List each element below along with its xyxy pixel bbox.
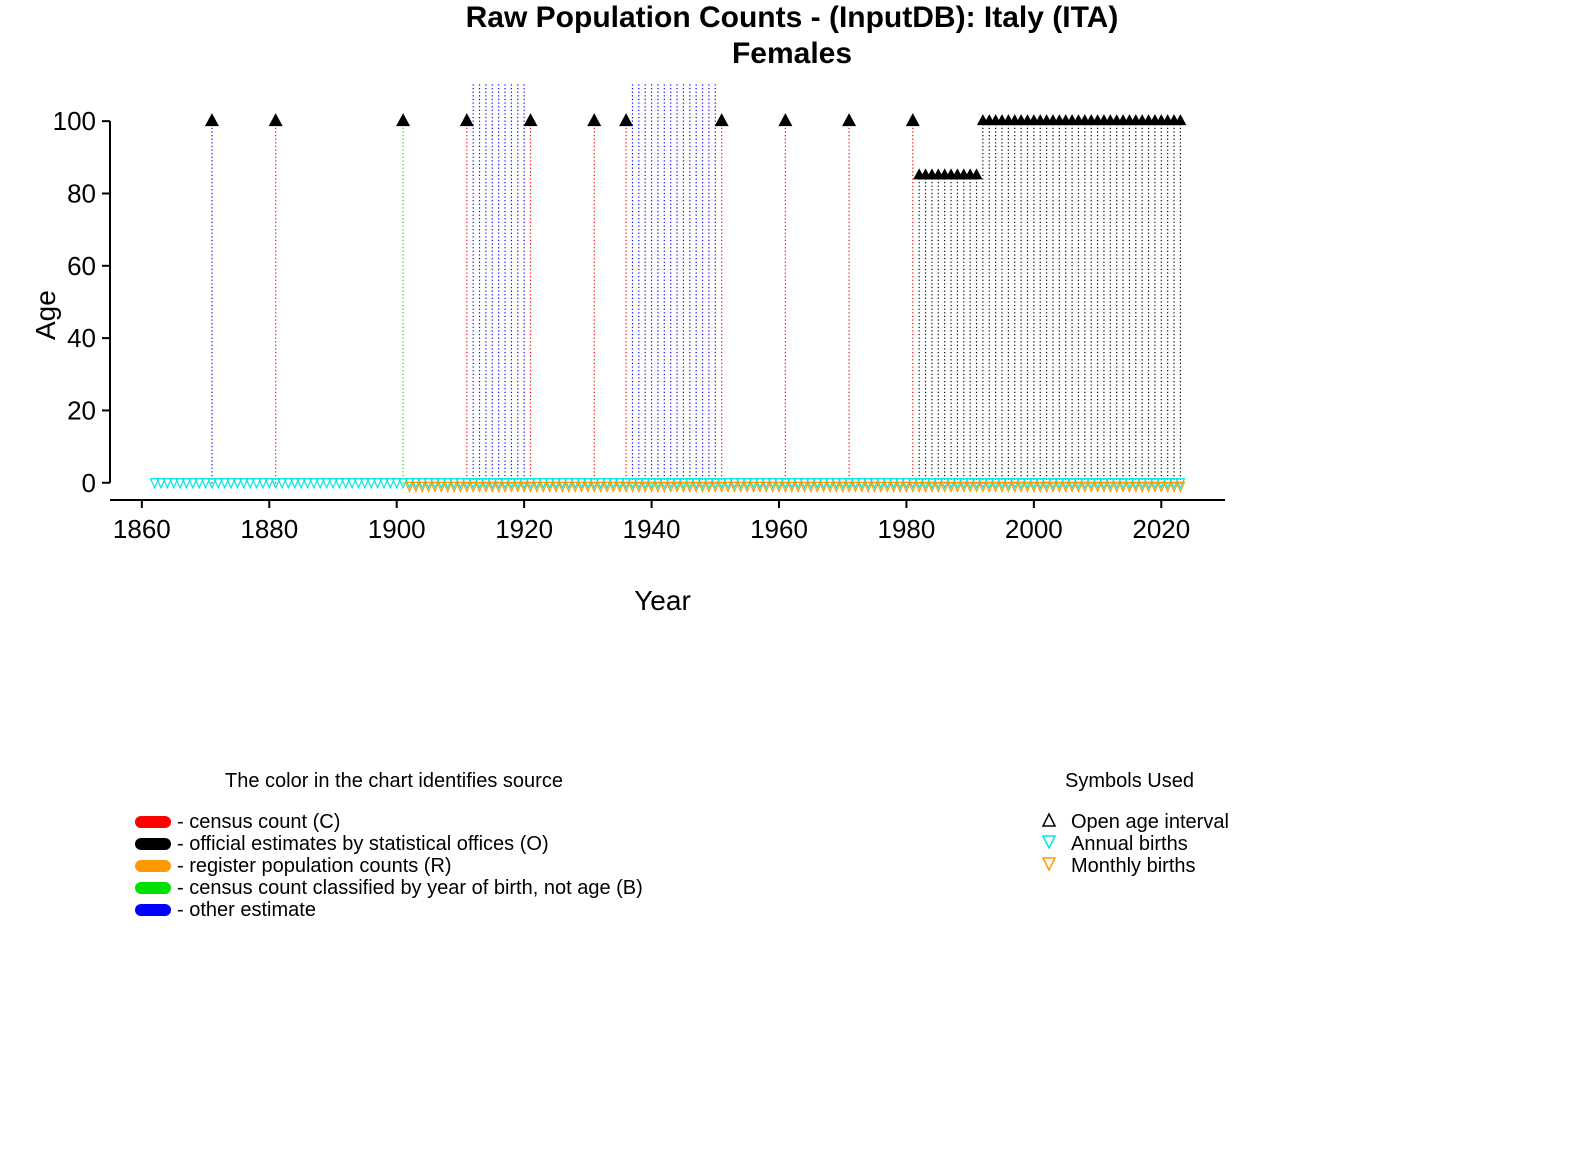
symbol-label: Open age interval: [1071, 811, 1229, 834]
symbol-legend-title: Symbols Used: [1065, 770, 1229, 793]
legend-row: - register population counts (R): [135, 855, 643, 877]
open-triangle-down-cyan-icon: [1035, 834, 1063, 854]
color-legend: The color in the chart identifies source…: [135, 770, 643, 921]
open-triangle-up-icon: [1035, 812, 1063, 832]
legend-swatch: [135, 816, 171, 828]
open-triangle-down-orange-icon: [1035, 856, 1063, 876]
legend-row: - other estimate: [135, 899, 643, 921]
legend-row: - census count classified by year of bir…: [135, 877, 643, 899]
legend-label: - other estimate: [177, 899, 316, 922]
symbol-row: Monthly births: [1035, 855, 1229, 877]
legend-swatch: [135, 904, 171, 916]
chart-area: 0204060801001860188019001920194019601980…: [0, 0, 1255, 575]
symbol-legend: Symbols Used Open age interval Annual bi…: [1035, 770, 1229, 877]
color-legend-title: The color in the chart identifies source: [225, 770, 643, 793]
legend-label: - census count classified by year of bir…: [177, 877, 643, 900]
legend-label: - official estimates by statistical offi…: [177, 833, 549, 856]
x-axis-label: Year: [0, 585, 1325, 617]
legend-swatch: [135, 882, 171, 894]
legend-swatch: [135, 838, 171, 850]
legend-row: - census count (C): [135, 811, 643, 833]
symbol-label: Monthly births: [1071, 855, 1196, 878]
symbol-row: Annual births: [1035, 833, 1229, 855]
legend-label: - register population counts (R): [177, 855, 452, 878]
legend-label: - census count (C): [177, 811, 340, 834]
page-root: Raw Population Counts - (InputDB): Italy…: [0, 0, 1584, 1152]
legend-swatch: [135, 860, 171, 872]
symbol-row: Open age interval: [1035, 811, 1229, 833]
legend-row: - official estimates by statistical offi…: [135, 833, 643, 855]
symbol-label: Annual births: [1071, 833, 1188, 856]
